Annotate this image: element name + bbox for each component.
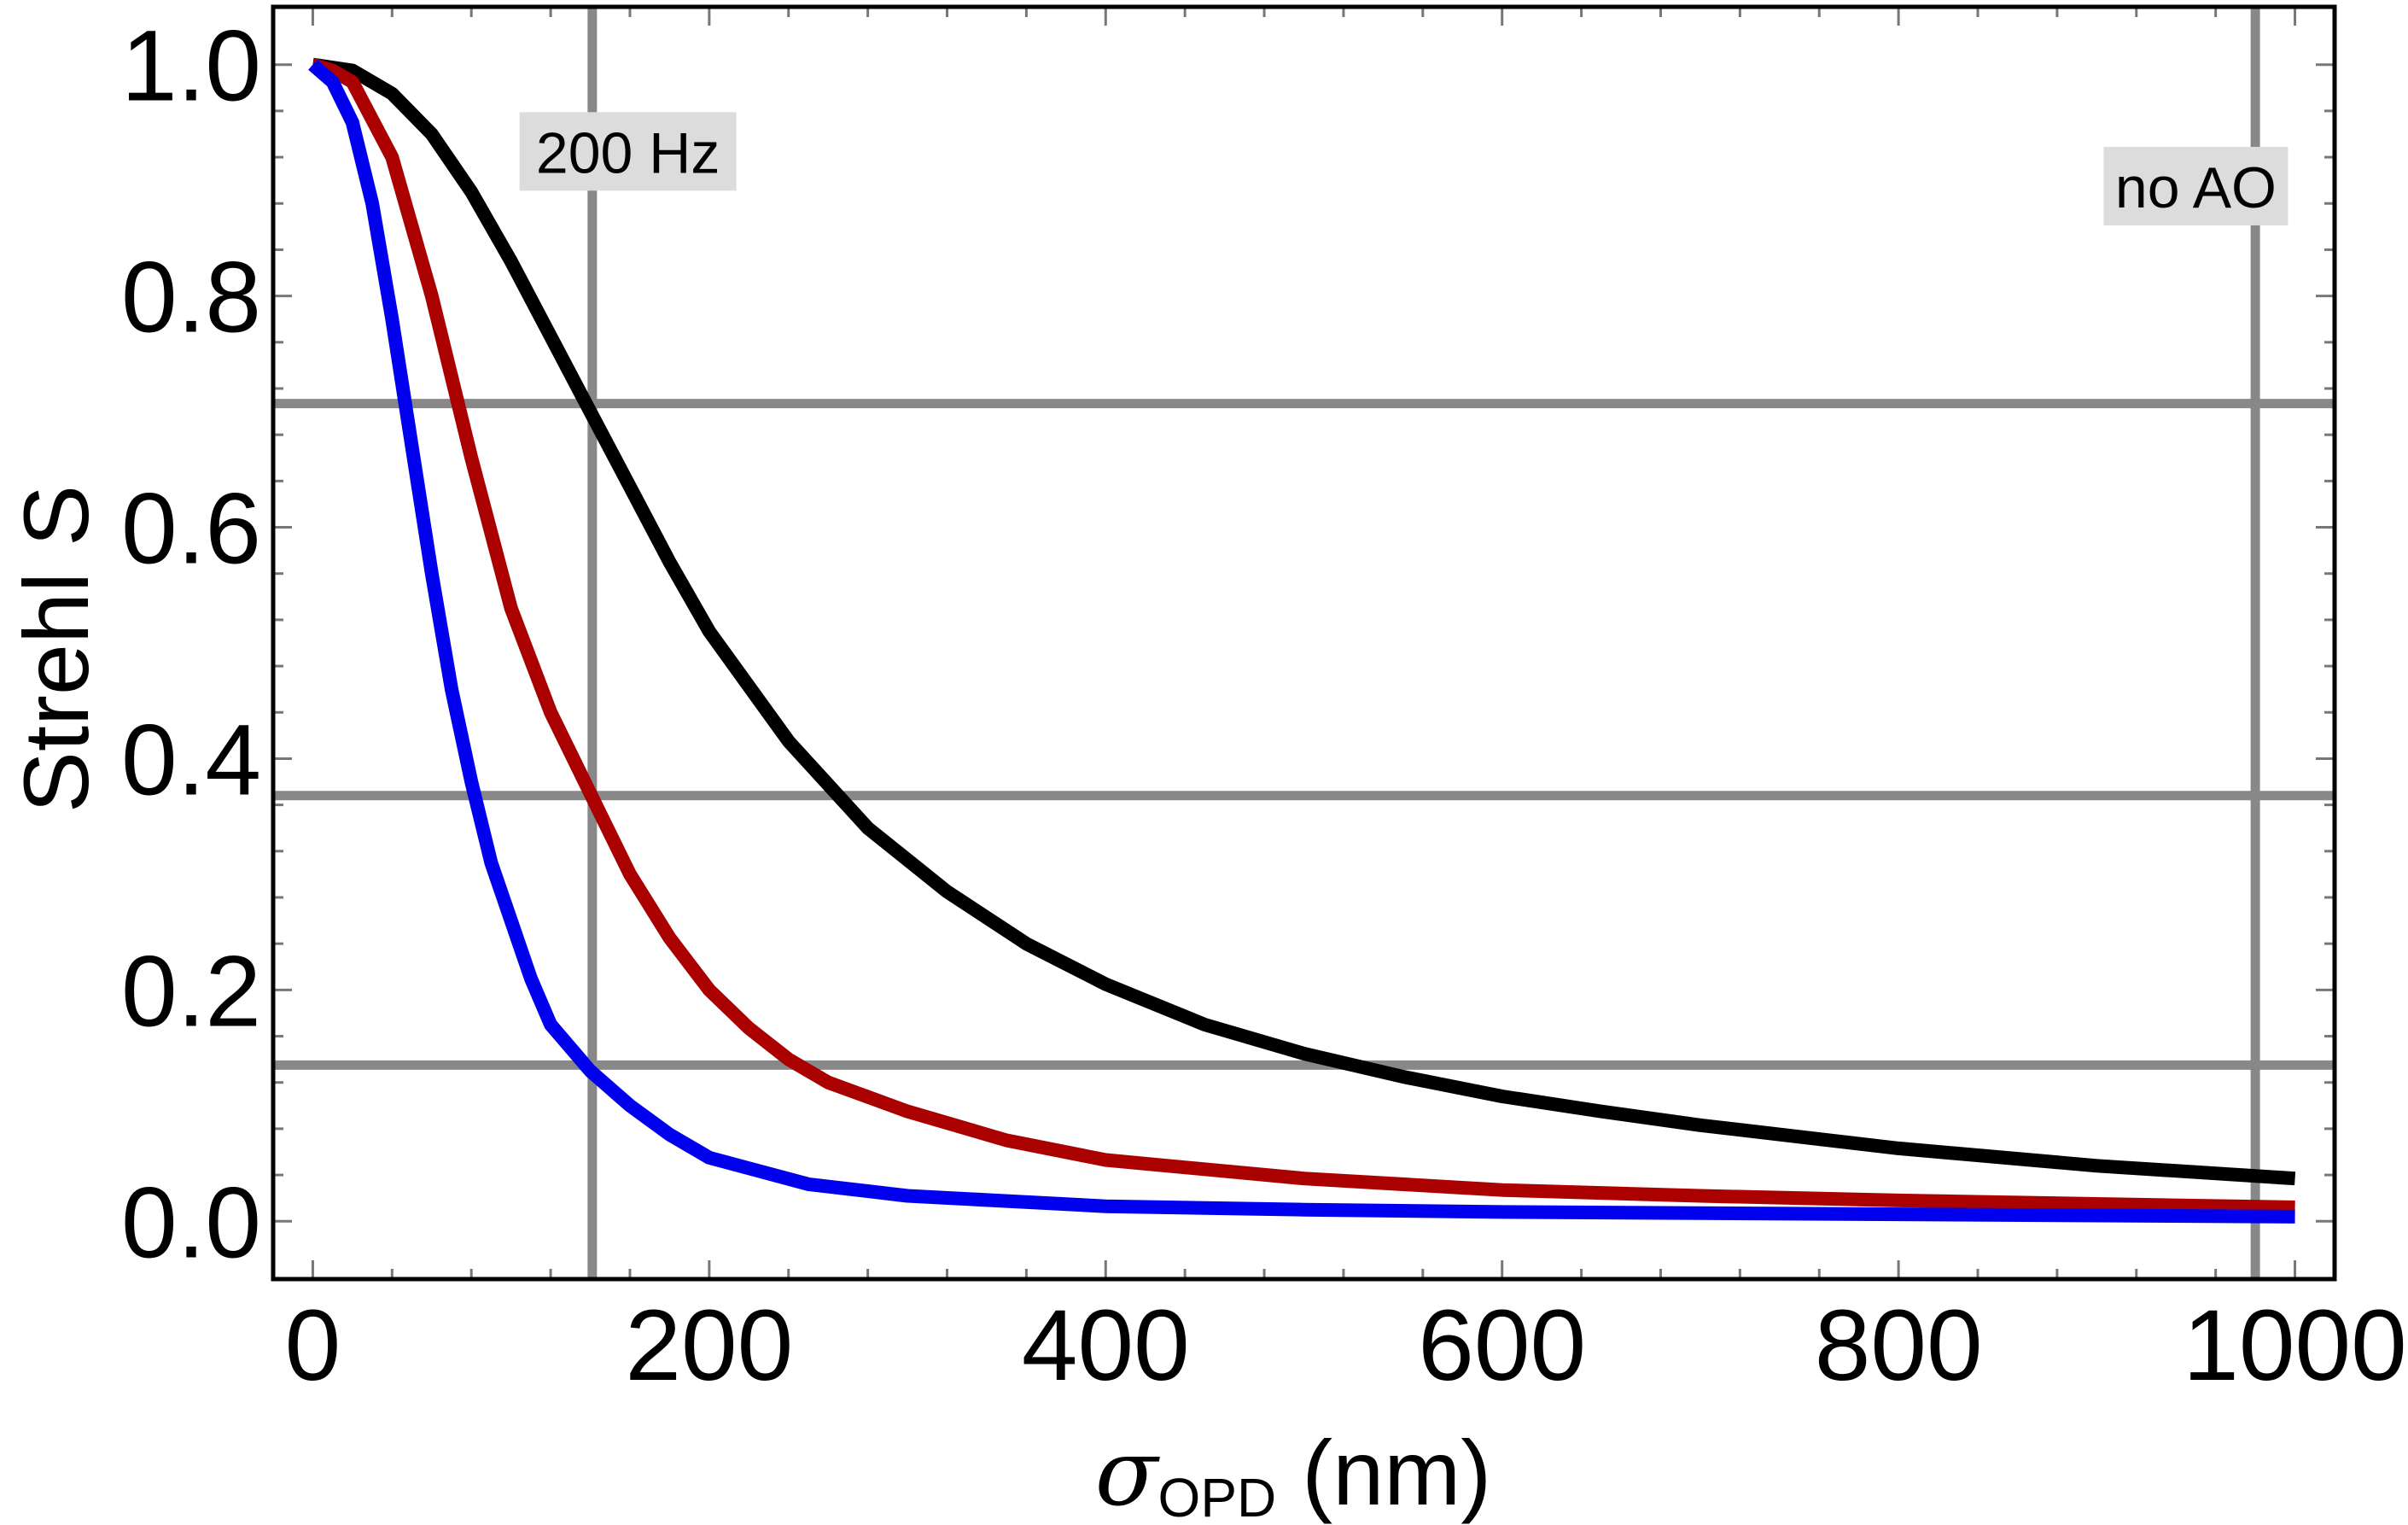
series-line-blue: [308, 59, 2295, 1224]
x-tick-label: 200: [625, 1289, 793, 1402]
x-tick-label: 0: [285, 1289, 341, 1402]
annotation-box: [519, 112, 737, 191]
annotation-label: no AO: [2115, 155, 2277, 220]
x-axis-subscript: OPD: [1158, 1467, 1277, 1525]
y-axis-tick-labels: 0.0 0.2 0.4 0.6 0.8 1.0: [121, 10, 261, 1280]
x-tick-label: 400: [1022, 1289, 1190, 1402]
y-tick-label: 0.0: [121, 1166, 261, 1279]
x-axis-unit: (nm): [1276, 1421, 1491, 1524]
x-tick-label: 600: [1418, 1289, 1586, 1402]
annotation-label: 200 Hz: [536, 120, 720, 185]
x-axis-title: σOPD (nm): [1095, 1420, 1491, 1525]
annotation-box: [2103, 146, 2288, 225]
x-tick-label: 800: [1815, 1289, 1983, 1402]
series-line-black: [312, 57, 2296, 1186]
series-line-red: [311, 58, 2295, 1214]
x-axis-symbol: σ: [1095, 1420, 1161, 1525]
x-axis-tick-labels: 0 200 400 600 800 1000: [285, 1289, 2407, 1402]
annotations: 200 Hz no AO: [519, 112, 2288, 225]
y-tick-label: 0.8: [121, 242, 261, 354]
annotation-0: 200 Hz: [519, 112, 737, 191]
annotation-1: no AO: [2103, 146, 2288, 225]
x-tick-label: 1000: [2183, 1289, 2407, 1402]
plot-frame: [271, 4, 2337, 1282]
y-tick-label: 0.2: [121, 935, 261, 1048]
y-tick-label: 0.6: [121, 473, 261, 586]
y-axis-title: Strehl S: [4, 485, 108, 813]
y-tick-label: 1.0: [121, 10, 261, 123]
y-tick-label: 0.4: [121, 704, 261, 816]
series-group: [308, 57, 2296, 1224]
